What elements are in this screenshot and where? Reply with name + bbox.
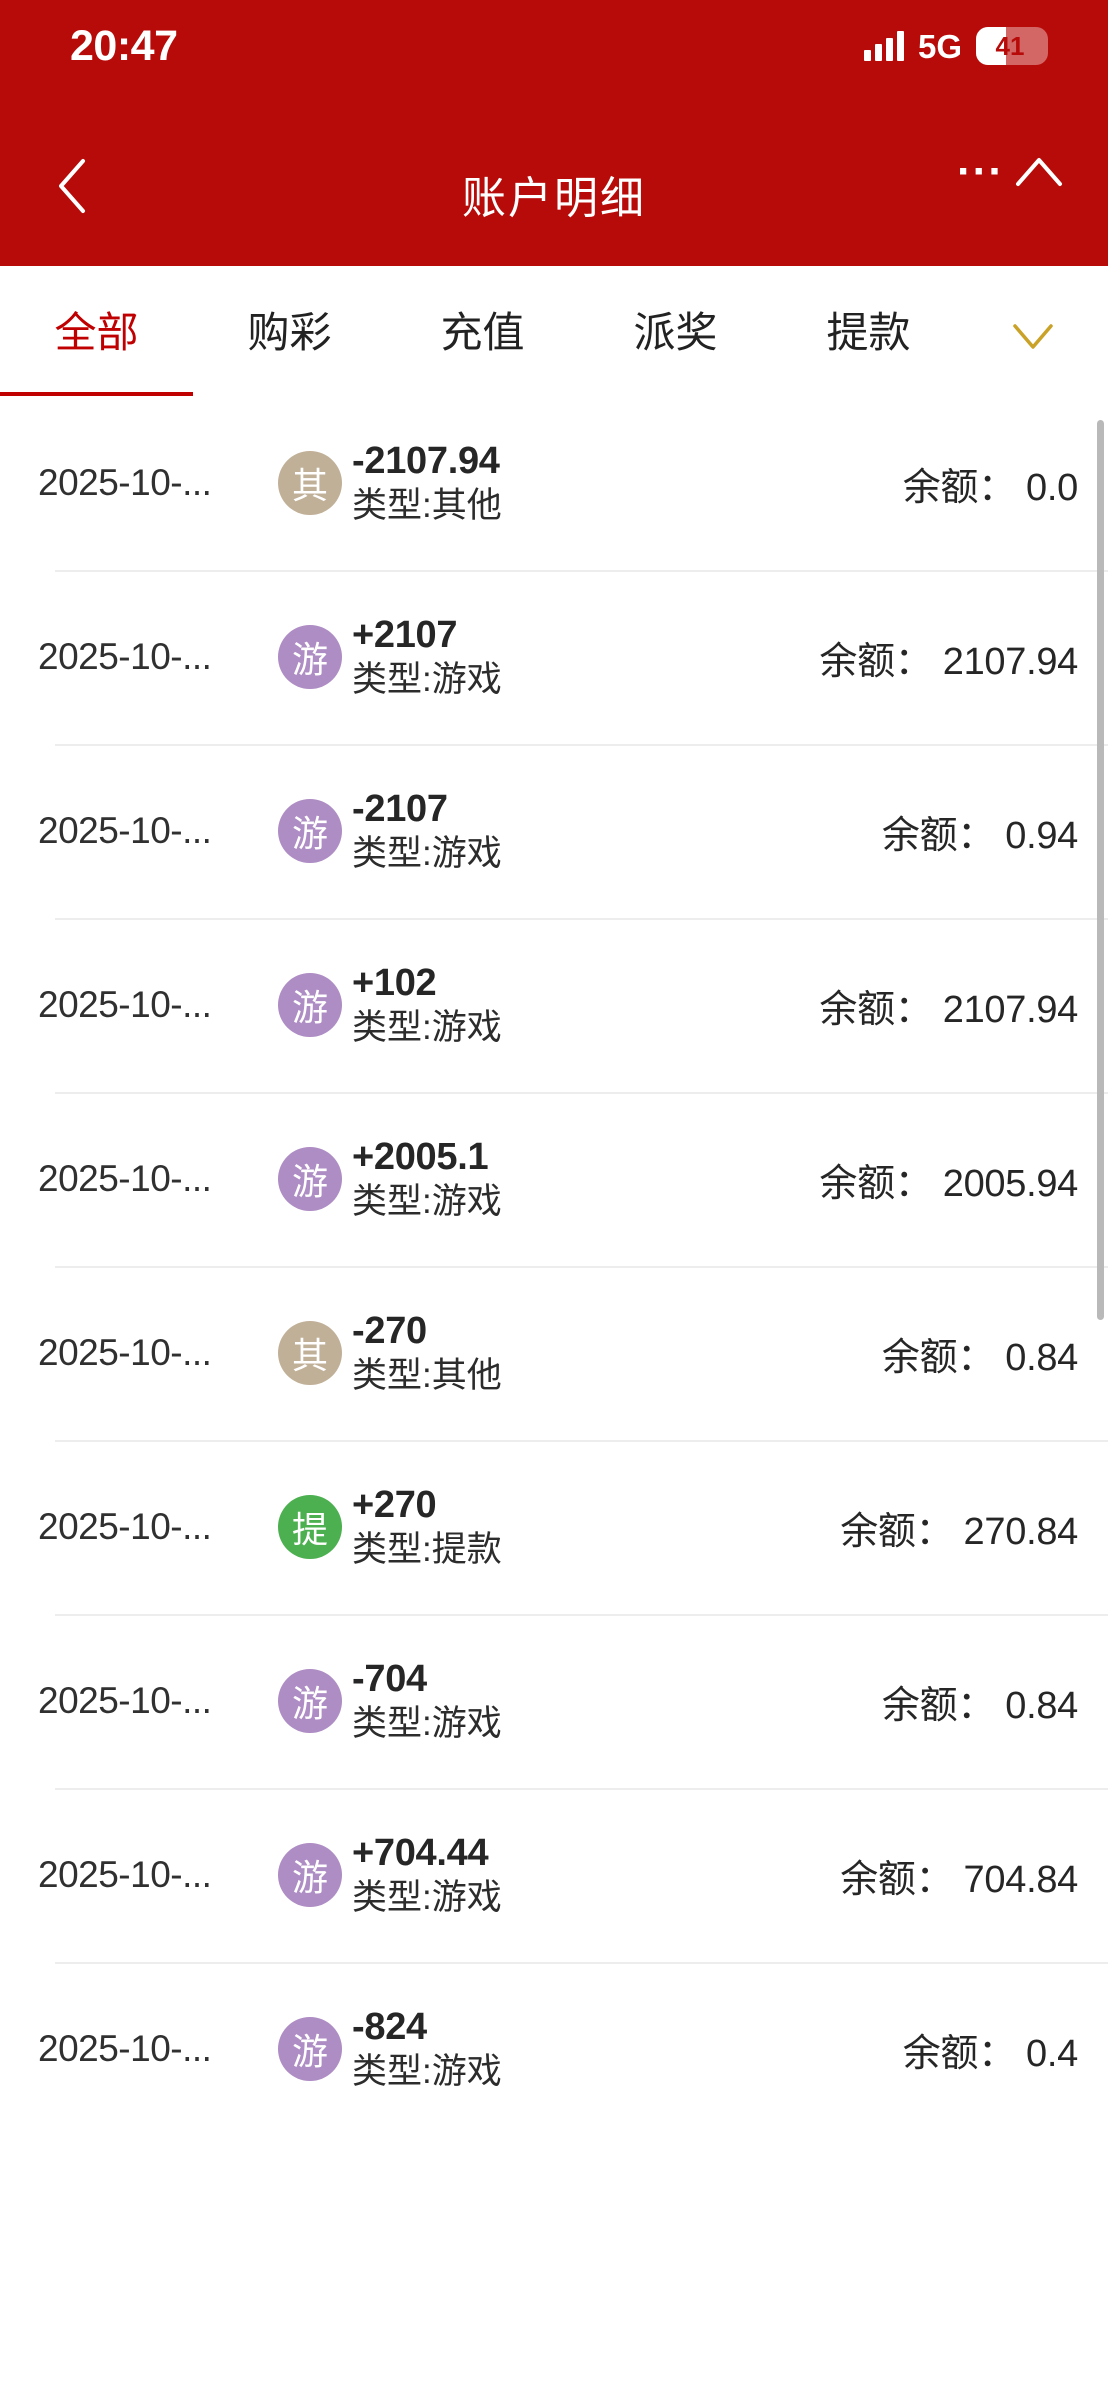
transaction-amount: +2107: [352, 613, 458, 656]
transaction-type-label: 类型:游戏: [352, 1703, 502, 1743]
transaction-type-badge: 游: [278, 1669, 342, 1733]
navbar-actions: ···: [957, 147, 1066, 196]
transaction-details: -2107 类型:游戏: [350, 787, 882, 873]
list-scrollbar[interactable]: [1097, 396, 1104, 2400]
transaction-amount: -704: [352, 1657, 427, 1700]
transaction-type-badge: 其: [278, 451, 342, 515]
transaction-details: +704.44 类型:游戏: [350, 1831, 840, 1917]
tabs-expand-button[interactable]: [1006, 316, 1060, 356]
transaction-details: +270 类型:提款: [350, 1483, 840, 1569]
transaction-row[interactable]: 2025-10-... 游 +2107 类型:游戏 余额： 2107.94: [0, 570, 1108, 744]
transaction-date: 2025-10-...: [38, 462, 212, 503]
tab-payout[interactable]: 派奖: [633, 309, 718, 356]
transaction-type-badge: 提: [278, 1495, 342, 1559]
transaction-balance: 余额： 2005.94: [819, 1162, 1078, 1205]
transaction-details: -270 类型:其他: [350, 1309, 882, 1395]
transaction-amount: -2107.94: [352, 439, 500, 482]
transaction-type-label: 类型:其他: [352, 485, 502, 525]
transaction-row[interactable]: 2025-10-... 游 +102 类型:游戏 余额： 2107.94: [0, 918, 1108, 1092]
status-bar: 20:47 5G 41: [0, 0, 1108, 92]
transaction-type-label: 类型:游戏: [352, 2051, 502, 2091]
tab-withdraw[interactable]: 提款: [826, 309, 911, 356]
transaction-type-label: 类型:游戏: [352, 833, 502, 873]
transaction-row[interactable]: 2025-10-... 其 -2107.94 类型:其他 余额： 0.0: [0, 396, 1108, 570]
transaction-date: 2025-10-...: [38, 1680, 212, 1721]
transaction-amount: +2005.1: [352, 1135, 489, 1178]
transaction-balance: 余额： 0.94: [881, 814, 1078, 857]
transaction-date: 2025-10-...: [38, 810, 212, 851]
battery-level-label: 41: [995, 31, 1025, 61]
transaction-type-badge: 游: [278, 1843, 342, 1907]
transaction-type-badge: 游: [278, 973, 342, 1037]
chevron-left-icon: [59, 159, 85, 213]
transaction-balance: 余额： 0.4: [902, 2032, 1079, 2075]
tab-purchase[interactable]: 购彩: [247, 309, 332, 356]
chevron-up-icon[interactable]: [1012, 152, 1066, 192]
transaction-balance: 余额： 0.84: [881, 1684, 1078, 1727]
transaction-amount: -2107: [352, 787, 448, 830]
transaction-date: 2025-10-...: [38, 1506, 212, 1547]
transaction-type-label: 类型:游戏: [352, 1877, 502, 1917]
transaction-details: +2107 类型:游戏: [350, 613, 819, 699]
battery-icon: 41: [976, 27, 1048, 65]
back-button[interactable]: [40, 154, 104, 218]
transaction-balance: 余额： 2107.94: [819, 988, 1078, 1031]
transaction-row[interactable]: 2025-10-... 游 +704.44 类型:游戏 余额： 704.84: [0, 1788, 1108, 1962]
page-title: 账户明细: [462, 174, 646, 223]
app-header: 20:47 5G 41 账户明细 ···: [0, 0, 1108, 266]
transaction-row[interactable]: 2025-10-... 游 +2005.1 类型:游戏 余额： 2005.94: [0, 1092, 1108, 1266]
transaction-balance: 余额： 2107.94: [819, 640, 1078, 683]
transaction-date: 2025-10-...: [38, 636, 212, 677]
transaction-balance: 余额： 704.84: [840, 1858, 1078, 1901]
transaction-row[interactable]: 2025-10-... 游 -2107 类型:游戏 余额： 0.94: [0, 744, 1108, 918]
transaction-balance: 余额： 270.84: [840, 1510, 1078, 1553]
transaction-row[interactable]: 2025-10-... 提 +270 类型:提款 余额： 270.84: [0, 1440, 1108, 1614]
transaction-type-badge: 其: [278, 1321, 342, 1385]
transaction-type-label: 类型:提款: [352, 1529, 502, 1569]
transaction-details: +102 类型:游戏: [350, 961, 819, 1047]
transaction-amount: +270: [352, 1483, 437, 1526]
transaction-type-badge: 游: [278, 1147, 342, 1211]
transaction-list[interactable]: 2025-10-... 其 -2107.94 类型:其他 余额： 0.0 2025-10-…: [0, 396, 1108, 2400]
transaction-row[interactable]: 2025-10-... 其 -270 类型:其他 余额： 0.84: [0, 1266, 1108, 1440]
transaction-type-label: 类型:游戏: [352, 1007, 502, 1047]
active-tab-underline: [0, 392, 193, 398]
tab-all[interactable]: 全部: [54, 309, 139, 356]
transaction-date: 2025-10-...: [38, 984, 212, 1025]
more-dots-icon[interactable]: ···: [957, 147, 1004, 196]
transaction-row[interactable]: 2025-10-... 游 -824 类型:游戏 余额： 0.4: [0, 1962, 1108, 2136]
transaction-balance: 余额： 0.84: [881, 1336, 1078, 1379]
transaction-details: +2005.1 类型:游戏: [350, 1135, 819, 1221]
transaction-type-badge: 游: [278, 625, 342, 689]
transaction-type-label: 类型:游戏: [352, 1181, 502, 1221]
transaction-date: 2025-10-...: [38, 1158, 212, 1199]
tab-deposit[interactable]: 充值: [440, 309, 525, 356]
transaction-amount: +704.44: [352, 1831, 489, 1874]
transaction-balance: 余额： 0.0: [902, 466, 1079, 509]
status-time: 20:47: [70, 21, 178, 70]
transaction-amount: -270: [352, 1309, 427, 1352]
transaction-details: -2107.94 类型:其他: [350, 439, 903, 525]
scrollbar-thumb[interactable]: [1097, 420, 1104, 1320]
network-type-label: 5G: [917, 27, 962, 65]
transaction-date: 2025-10-...: [38, 2028, 212, 2069]
transaction-details: -824 类型:游戏: [350, 2005, 903, 2091]
transaction-details: -704 类型:游戏: [350, 1657, 882, 1743]
transaction-row[interactable]: 2025-10-... 游 -704 类型:游戏 余额： 0.84: [0, 1614, 1108, 1788]
navigation-bar: 账户明细 ···: [0, 92, 1108, 266]
transaction-type-label: 类型:其他: [352, 1355, 502, 1395]
transaction-amount: +102: [352, 961, 437, 1004]
signal-bars-icon: [863, 31, 904, 61]
filter-tabs: 全部 购彩 充值 派奖 提款: [0, 266, 1108, 398]
transaction-type-label: 类型:游戏: [352, 659, 502, 699]
chevron-down-icon: [1013, 324, 1053, 349]
transaction-type-badge: 游: [278, 2017, 342, 2081]
transaction-type-badge: 游: [278, 799, 342, 863]
transaction-date: 2025-10-...: [38, 1332, 212, 1373]
transaction-date: 2025-10-...: [38, 1854, 212, 1895]
transaction-amount: -824: [352, 2005, 427, 2048]
status-indicators: 5G 41: [863, 27, 1048, 65]
battery-fill: [976, 27, 1006, 65]
